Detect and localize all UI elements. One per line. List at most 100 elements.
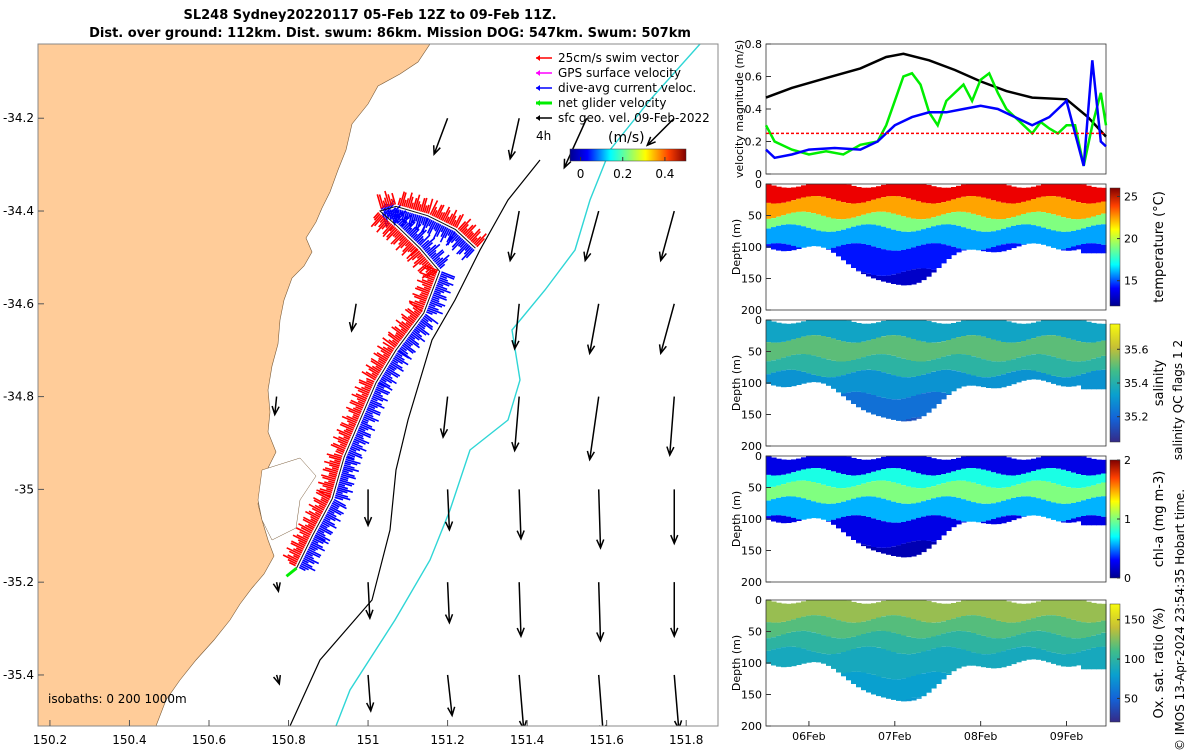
section-cell — [1036, 457, 1042, 470]
isobath-label: isobaths: 0 200 1000m — [48, 692, 187, 706]
section-cell — [921, 638, 927, 652]
section-cell — [876, 247, 882, 276]
section-cell — [996, 502, 1002, 518]
section-x-tick-label: 07Feb — [878, 730, 911, 743]
section-cell — [1041, 212, 1047, 228]
section-cell — [801, 354, 807, 372]
section-cell — [896, 600, 902, 616]
section-cell — [821, 635, 827, 654]
section-cell — [856, 243, 862, 271]
section-cell — [861, 392, 867, 411]
section-cell — [886, 228, 892, 251]
geo-velocity-arrow — [446, 674, 456, 718]
section-cell — [996, 230, 1002, 246]
section-cell — [861, 515, 867, 545]
section-cell — [1021, 603, 1027, 621]
geo-velocity-arrow — [511, 396, 520, 453]
section-cell — [1021, 496, 1027, 517]
section-cell — [856, 542, 862, 544]
section-cell — [896, 634, 902, 654]
section-cell — [1066, 520, 1072, 523]
section-cell — [896, 184, 902, 197]
section-cell — [946, 472, 952, 482]
section-cell — [776, 622, 782, 636]
section-cell — [951, 199, 957, 213]
section-cell — [1071, 503, 1077, 519]
geo-velocity-arrow — [596, 489, 605, 550]
section-cell — [866, 187, 872, 202]
section-cell — [831, 199, 837, 219]
section-cell — [781, 647, 787, 668]
section-cell — [1021, 621, 1027, 634]
section-cell — [841, 474, 847, 489]
section-cell — [881, 480, 887, 499]
section-cell — [936, 647, 942, 673]
section-cell — [1036, 480, 1042, 499]
section-cell — [1051, 652, 1057, 664]
section-cell — [966, 212, 972, 229]
section-cell — [946, 674, 952, 675]
section-cell — [951, 481, 957, 497]
section-cell — [1076, 501, 1082, 518]
section-cell — [1101, 355, 1107, 370]
section-cell — [911, 199, 917, 219]
section-cell — [981, 377, 987, 388]
section-cell — [951, 459, 957, 472]
section-cell — [971, 196, 977, 214]
section-cell — [916, 376, 922, 395]
section-cell — [1061, 197, 1067, 218]
section-cell — [1016, 634, 1022, 648]
section-cell — [971, 230, 977, 250]
section-cell — [776, 216, 782, 226]
section-cell — [1066, 503, 1072, 520]
section-cell — [956, 630, 962, 649]
section-cell — [921, 361, 927, 375]
section-cell — [981, 654, 987, 668]
section-cell — [806, 600, 812, 616]
section-cell — [911, 218, 917, 232]
geo-velocity-arrow — [272, 674, 282, 686]
section-cell — [801, 336, 807, 354]
section-cell — [1076, 219, 1082, 230]
section-cell — [981, 521, 987, 524]
section-cell — [1046, 456, 1052, 468]
section-cell — [816, 652, 822, 663]
geo-velocity-arrow — [507, 118, 520, 161]
section-cell — [961, 649, 967, 667]
section-cell — [821, 320, 827, 336]
section-cell — [831, 618, 837, 638]
section-cell — [966, 615, 972, 632]
section-cell — [1086, 342, 1092, 361]
section-cell — [781, 323, 787, 342]
section-cell — [976, 634, 982, 654]
section-cell — [771, 243, 777, 250]
map-x-tick-label: 151 — [357, 733, 380, 747]
colorbar-tick-label: 35.4 — [1124, 377, 1149, 390]
section-cell — [816, 356, 822, 376]
section-cell — [936, 622, 942, 636]
section-cell — [826, 337, 832, 360]
section-cell — [1081, 373, 1087, 390]
section-cell — [781, 370, 787, 388]
section-cell — [806, 354, 812, 374]
geo-velocity-arrow — [444, 582, 454, 625]
section-cell — [976, 184, 982, 197]
section-cell — [776, 225, 782, 244]
section-cell — [821, 215, 827, 232]
section-cell — [971, 320, 977, 336]
section-cell — [996, 184, 1002, 202]
section-cell — [816, 320, 822, 336]
section-cell — [911, 376, 917, 396]
section-cell — [856, 647, 862, 672]
section-cell — [881, 456, 887, 470]
section-cell — [896, 545, 902, 557]
section-cell — [851, 321, 857, 343]
section-cell — [1011, 216, 1017, 226]
map-y-tick-label: -34.8 — [3, 390, 34, 404]
colorbar-tick-label: 0 — [1124, 572, 1131, 585]
section-cell — [771, 457, 777, 476]
section-cell — [1081, 487, 1087, 501]
section-cell — [936, 392, 942, 404]
section-cell — [866, 473, 872, 483]
section-cell — [1051, 196, 1057, 215]
